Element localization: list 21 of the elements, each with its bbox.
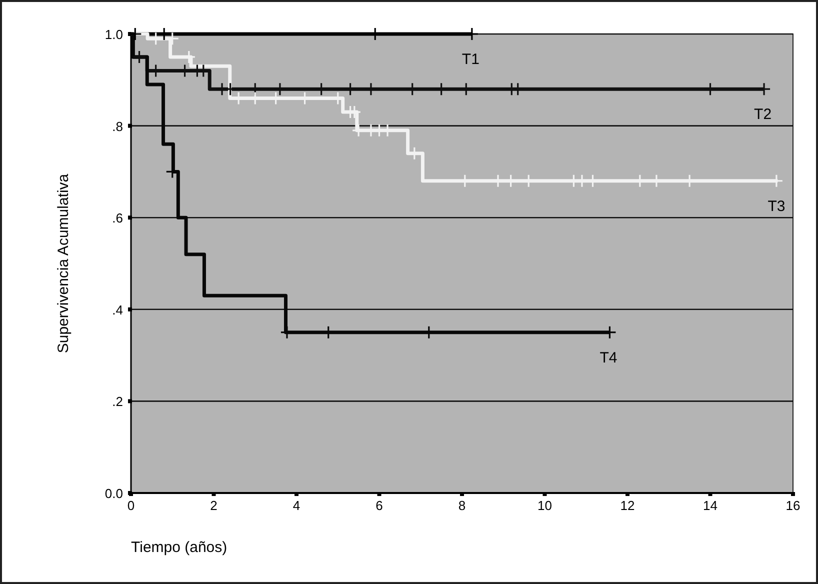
y-tick-label: .2 xyxy=(112,394,123,410)
series-label: T2 xyxy=(754,106,772,124)
x-tick-label: 4 xyxy=(292,498,300,513)
y-tick-label: .4 xyxy=(112,302,123,318)
x-tick-label: 14 xyxy=(703,498,718,513)
x-axis-title: Tiempo (años) xyxy=(131,539,228,556)
x-tick-label: 8 xyxy=(458,498,466,513)
x-tick-label: 10 xyxy=(538,498,552,513)
y-tick-label: .8 xyxy=(112,118,123,134)
series-label: T4 xyxy=(600,349,618,366)
x-tick-label: 12 xyxy=(620,498,635,513)
x-tick-label: 16 xyxy=(786,498,800,513)
x-tick-label: 0 xyxy=(127,498,135,513)
y-axis-title: Supervivencia Acumulativa xyxy=(55,173,72,354)
y-tick-label: 1.0 xyxy=(104,27,123,42)
y-tick-label: .6 xyxy=(112,210,123,226)
x-tick-label: 6 xyxy=(376,498,383,513)
y-tick-label: 0.0 xyxy=(104,486,123,501)
series-label: T3 xyxy=(768,198,786,215)
series-label: T1 xyxy=(462,51,480,68)
x-tick-label: 2 xyxy=(210,498,218,513)
